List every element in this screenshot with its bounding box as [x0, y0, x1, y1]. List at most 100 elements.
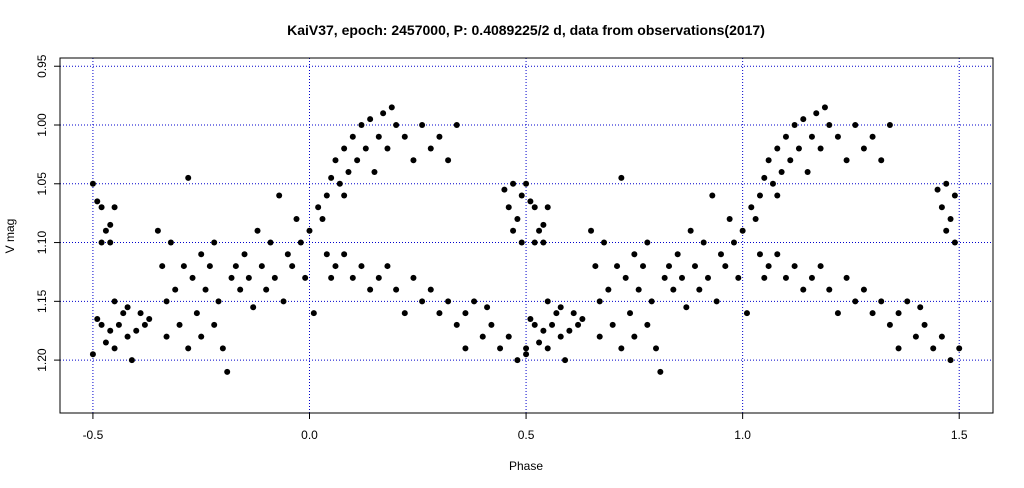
point: [514, 357, 521, 364]
point: [380, 110, 387, 117]
point: [427, 145, 434, 152]
point: [709, 192, 716, 199]
point: [111, 204, 118, 211]
point: [765, 263, 772, 270]
point: [782, 133, 789, 140]
point: [778, 169, 785, 176]
point: [523, 180, 530, 187]
point: [332, 157, 339, 164]
point: [94, 198, 101, 205]
point: [947, 216, 954, 223]
point: [115, 321, 122, 328]
point: [544, 204, 551, 211]
point: [427, 286, 434, 293]
point: [640, 263, 647, 270]
point: [510, 227, 517, 234]
point: [98, 204, 105, 211]
point: [111, 298, 118, 305]
point: [761, 274, 768, 281]
point: [271, 274, 278, 281]
point: [921, 321, 928, 328]
point: [198, 251, 205, 258]
point: [328, 174, 335, 181]
point: [886, 122, 893, 129]
point: [345, 169, 352, 176]
point: [679, 274, 685, 281]
point: [323, 192, 330, 199]
point: [98, 239, 105, 246]
point: [843, 157, 850, 164]
point: [172, 286, 179, 293]
point: [293, 216, 300, 223]
point: [644, 321, 651, 328]
point: [310, 310, 317, 317]
point: [237, 286, 244, 293]
point: [666, 263, 673, 270]
point: [453, 122, 460, 129]
point: [761, 174, 768, 181]
point: [280, 298, 287, 305]
point: [224, 368, 231, 375]
chart-title: KaiV37, epoch: 2457000, P: 0.4089225/2 d…: [287, 22, 765, 38]
point: [808, 274, 815, 281]
point: [276, 192, 283, 199]
point: [289, 263, 296, 270]
point: [549, 321, 556, 328]
point: [124, 333, 131, 340]
point: [601, 239, 608, 246]
point: [588, 227, 595, 234]
point: [163, 333, 170, 340]
point: [860, 286, 867, 293]
point: [341, 251, 348, 258]
point: [484, 304, 491, 311]
point: [510, 180, 517, 187]
point: [128, 357, 135, 364]
point: [154, 227, 161, 234]
point: [752, 216, 759, 223]
point: [596, 333, 603, 340]
point: [401, 310, 408, 317]
point: [358, 263, 365, 270]
point: [488, 321, 495, 328]
point: [479, 333, 486, 340]
point: [886, 321, 893, 328]
point: [514, 216, 521, 223]
point: [852, 122, 859, 129]
point: [531, 321, 538, 328]
point: [315, 204, 322, 211]
point: [826, 286, 833, 293]
point: [362, 145, 369, 152]
x-tick-label: -0.5: [83, 428, 104, 442]
point: [527, 198, 534, 205]
point: [462, 345, 469, 352]
point: [795, 145, 802, 152]
point: [808, 133, 815, 140]
point: [245, 274, 252, 281]
point: [531, 239, 538, 246]
point: [895, 345, 902, 352]
point: [791, 263, 798, 270]
point: [540, 327, 547, 334]
point: [544, 298, 551, 305]
point: [769, 180, 776, 187]
point: [354, 157, 361, 164]
point: [462, 310, 469, 317]
point: [102, 227, 109, 234]
point: [258, 263, 265, 270]
point: [367, 286, 374, 293]
point: [319, 216, 326, 223]
point: [696, 286, 703, 293]
point: [367, 116, 374, 123]
point: [137, 310, 144, 317]
point: [748, 204, 755, 211]
point: [388, 104, 395, 111]
point: [163, 298, 170, 305]
point: [904, 298, 911, 305]
y-tick-label: 1.00: [35, 113, 49, 137]
point: [384, 263, 391, 270]
point: [691, 263, 698, 270]
point: [566, 327, 573, 334]
point: [947, 357, 954, 364]
point: [536, 227, 543, 234]
